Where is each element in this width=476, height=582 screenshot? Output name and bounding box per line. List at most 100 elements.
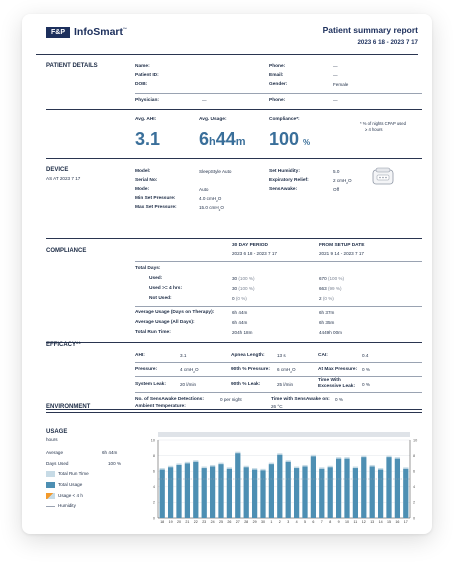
report-date-range: 2023 6 18 - 2023 7 17	[357, 39, 418, 46]
patient-id-label: Patient ID:	[135, 73, 159, 78]
y-tick-label: 0	[153, 516, 155, 520]
usage-bar	[352, 468, 359, 518]
excess-leak-label: Time With Excessive Leak:	[318, 378, 356, 389]
compliance-value: 100%	[269, 129, 311, 149]
days-used-value: 100 %	[108, 461, 122, 466]
x-tick-label: 17	[404, 520, 408, 524]
avg-ahi-value: 3.1	[135, 129, 161, 149]
usage-bar	[302, 466, 308, 518]
system-leak-value: 20 l/min	[180, 382, 197, 387]
used4-label: Used >= 4 hrs:	[149, 286, 183, 291]
environment-divider-top	[46, 409, 422, 410]
c2-used: 670 (100 %)	[319, 276, 345, 281]
x-tick-label: 19	[169, 520, 173, 524]
usage-bar	[327, 467, 333, 518]
x-tick-label: 24	[211, 520, 215, 524]
x-tick-label: 5	[304, 520, 306, 524]
max-pressure-label: Max Set Pressure:	[135, 205, 177, 210]
sensawake-strip	[158, 432, 410, 437]
usage-divider-top	[46, 412, 422, 413]
x-tick-label: 22	[194, 520, 198, 524]
device-as-at: AS AT 2023 7 17	[46, 176, 81, 181]
mode-value: Auto	[199, 187, 209, 192]
total-days-label: Total Days:	[135, 266, 161, 271]
x-tick-label: 30	[261, 520, 265, 524]
total-run-label: Total Run Time:	[135, 330, 171, 335]
apnea-length-value: 13 s	[277, 353, 286, 358]
usage-bar	[176, 464, 182, 518]
max-pressure-value: 15.0 cmH2O	[199, 205, 224, 212]
x-tick-label: 23	[202, 520, 206, 524]
usage-unit: hours	[46, 437, 58, 442]
efficacy-divider-3	[135, 392, 422, 393]
model-label: Model:	[135, 169, 151, 174]
c1-notused: 0 (0 %)	[232, 296, 247, 301]
report-card: F&P InfoSmart™ Patient summary report 20…	[22, 14, 432, 534]
x-tick-label: 1	[270, 520, 272, 524]
usage-bar	[193, 461, 199, 518]
section-usage: USAGE	[46, 429, 68, 435]
x-tick-label: 29	[253, 520, 257, 524]
system-leak-label: System Leak:	[135, 382, 166, 387]
x-tick-label: 7	[321, 520, 323, 524]
mode-label: Mode:	[135, 187, 150, 192]
c1-total-run: 204h 18m	[232, 330, 253, 335]
name-label: Name:	[135, 64, 150, 69]
c2-used4: 663 (99 %)	[319, 286, 342, 291]
usage-bar	[209, 466, 216, 518]
report-title: Patient summary report	[322, 25, 418, 35]
avg-usage-label: Avg. Usage:	[199, 117, 227, 122]
c2-total-run: 4449h 00m	[319, 330, 342, 335]
usage-bar	[260, 470, 266, 518]
days-used-label: Days Used	[46, 461, 69, 466]
x-tick-label: 26	[227, 520, 231, 524]
y2-tick-label: 4	[413, 485, 415, 489]
email-value: —	[333, 73, 338, 78]
y-tick-label: 4	[153, 485, 155, 489]
compliance-label: Compliance*:	[269, 117, 300, 122]
legend-humidity-label: Humidity	[58, 503, 76, 508]
x-tick-label: 28	[244, 520, 248, 524]
x-tick-label: 9	[338, 520, 340, 524]
usage-average-label: Average	[46, 450, 64, 455]
x-tick-label: 16	[395, 520, 399, 524]
compliance-mid-divider	[135, 306, 422, 307]
sensawake-detections-label: No. of SensAwake Detections:	[135, 397, 204, 402]
physician-label: Physician:	[135, 98, 159, 103]
efficacy-divider-1	[135, 362, 422, 363]
used-label: Used:	[149, 276, 163, 281]
physician-phone-value: —	[333, 98, 338, 103]
section-compliance: COMPLIANCE	[46, 248, 87, 254]
c2-avg-therapy: 6h 37m	[319, 310, 335, 315]
usage-bar	[344, 458, 350, 518]
usage-bar	[403, 468, 409, 518]
x-tick-label: 4	[296, 520, 298, 524]
serial-label: Serial No:	[135, 178, 158, 183]
usage-bar	[184, 463, 191, 518]
usage-bar	[268, 464, 275, 518]
cpap-device-icon	[372, 167, 394, 185]
period-col-title: 30 DAY PERIOD	[232, 243, 268, 248]
usage-bar	[319, 468, 325, 518]
usage-bar	[335, 458, 342, 518]
usage-bar	[159, 469, 165, 518]
y-tick-label: 8	[153, 454, 155, 458]
p90-pressure-label: 90th % Pressure:	[231, 367, 270, 372]
logo-name: InfoSmart™	[74, 26, 128, 38]
ahi-label: AHI:	[135, 353, 145, 358]
x-tick-label: 20	[177, 520, 181, 524]
expiratory-relief-label: Expiratory Relief:	[269, 178, 309, 183]
ambient-temp-value: 26 °C	[271, 404, 283, 409]
x-tick-label: 11	[354, 520, 358, 524]
email-label: Email:	[269, 73, 284, 78]
y-tick-label: 2	[153, 501, 155, 505]
x-tick-label: 21	[185, 520, 189, 524]
section-device: DEVICE	[46, 167, 69, 173]
efficacy-divider-2	[135, 376, 422, 377]
usage-bar	[394, 458, 401, 518]
device-divider-top	[46, 158, 422, 159]
cai-value: 0.4	[362, 353, 369, 358]
ahi-value: 3.1	[180, 353, 187, 358]
y2-tick-label: 10	[413, 438, 417, 442]
